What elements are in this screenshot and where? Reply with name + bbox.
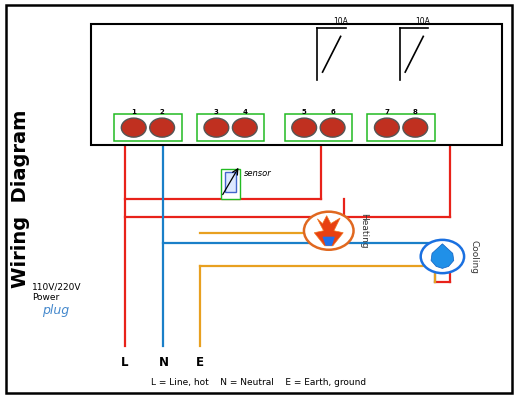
Text: 1: 1	[131, 109, 136, 115]
Text: L: L	[121, 356, 128, 369]
Bar	[285, 114, 352, 141]
Text: N: N	[159, 356, 168, 369]
Circle shape	[304, 212, 354, 250]
Polygon shape	[314, 216, 343, 246]
Text: E: E	[196, 356, 204, 369]
Polygon shape	[323, 237, 335, 246]
Text: 5: 5	[302, 109, 307, 115]
Text: 110V/220V
Power: 110V/220V Power	[32, 283, 81, 302]
Text: 8: 8	[413, 109, 418, 115]
Circle shape	[421, 240, 464, 273]
Text: Wiring  Diagram: Wiring Diagram	[11, 110, 30, 288]
Bar	[225, 172, 236, 192]
Polygon shape	[431, 244, 454, 268]
Bar	[197, 114, 264, 141]
Text: 6: 6	[330, 109, 335, 115]
Circle shape	[292, 118, 316, 137]
Text: 7: 7	[384, 109, 390, 115]
Circle shape	[320, 118, 345, 137]
Bar	[221, 169, 240, 199]
Text: 10A: 10A	[415, 18, 430, 27]
Bar	[114, 114, 181, 141]
Text: 3: 3	[214, 109, 219, 115]
Bar	[91, 25, 502, 145]
Circle shape	[403, 118, 428, 137]
Text: L = Line, hot    N = Neutral    E = Earth, ground: L = Line, hot N = Neutral E = Earth, gro…	[151, 378, 367, 387]
Circle shape	[204, 118, 229, 137]
Text: sensor: sensor	[243, 169, 271, 178]
Bar	[367, 114, 435, 141]
Text: 10A: 10A	[333, 18, 348, 27]
Circle shape	[150, 118, 175, 137]
Text: 2: 2	[160, 109, 165, 115]
Text: Cooling: Cooling	[470, 240, 479, 273]
Text: 4: 4	[242, 109, 247, 115]
Circle shape	[233, 118, 257, 137]
Circle shape	[121, 118, 146, 137]
Text: plug: plug	[42, 304, 69, 316]
Circle shape	[375, 118, 399, 137]
Text: Heating: Heating	[358, 213, 368, 248]
